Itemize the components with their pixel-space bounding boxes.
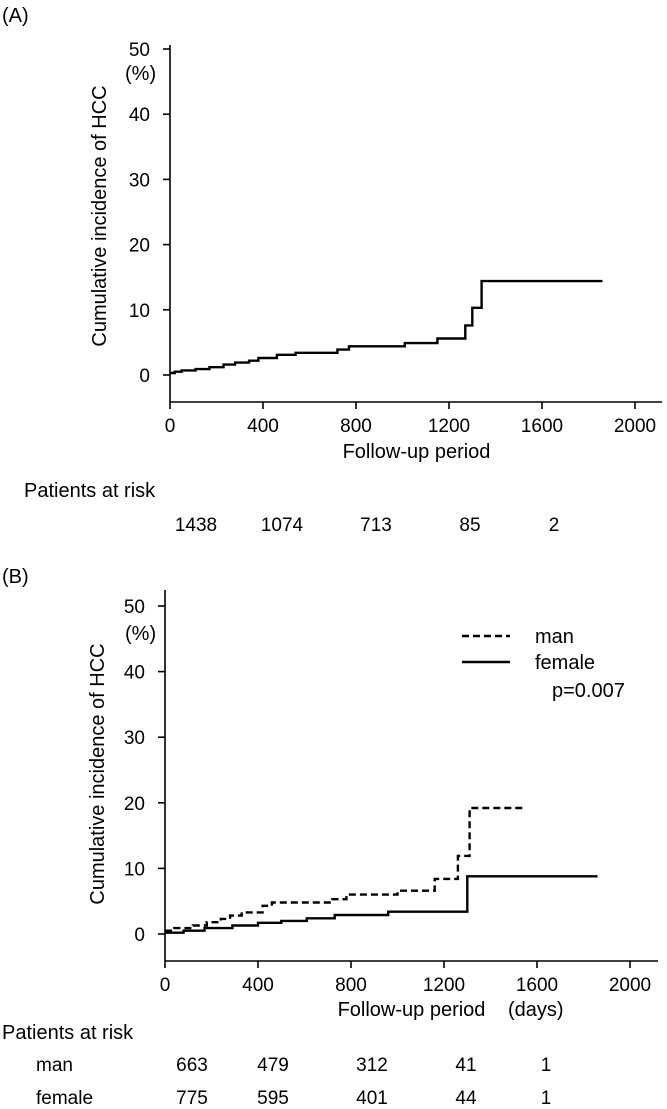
panel-label: (B) <box>2 566 29 588</box>
y-tick-label: 20 <box>129 236 150 257</box>
risk-count: 775 <box>176 1088 208 1109</box>
x-tick-label: 2000 <box>614 416 656 437</box>
y-tick-label: 30 <box>124 728 145 749</box>
risk-table: Patients at risk man 663 479 312 41 1 female 775… <box>2 1022 551 1109</box>
y-tick-label: 50 <box>124 597 145 618</box>
x-tick-label: 400 <box>247 416 279 437</box>
risk-count: 1074 <box>261 515 304 536</box>
legend: man female <box>462 626 595 674</box>
risk-row-label: man <box>36 1055 73 1076</box>
y-axis-unit: (%) <box>125 63 156 85</box>
y-tick-label: 10 <box>129 301 150 322</box>
x-tick-label: 0 <box>160 975 171 996</box>
risk-count: 2 <box>549 515 560 536</box>
x-tick-label: 1200 <box>423 975 465 996</box>
y-axis-unit: (%) <box>125 623 156 645</box>
y-axis-title: Cumulative incidence of HCC <box>87 643 109 904</box>
y-tick-label: 0 <box>134 925 145 946</box>
y-axis-title: Cumulative incidence of HCC <box>89 85 111 346</box>
series-line-overall <box>170 279 603 375</box>
risk-count: 85 <box>459 515 480 536</box>
y-tick-label: 50 <box>129 40 150 61</box>
p-value-annotation: p=0.007 <box>552 680 625 702</box>
y-tick-label: 0 <box>139 366 150 387</box>
y-tick-label: 40 <box>124 663 145 684</box>
legend-label-female: female <box>535 652 595 674</box>
series-line-female <box>165 875 598 934</box>
risk-count: 1 <box>541 1088 552 1109</box>
risk-count: 401 <box>356 1088 388 1109</box>
risk-table-title: Patients at risk <box>24 480 156 502</box>
risk-count: 713 <box>360 515 392 536</box>
y-tick-label: 10 <box>124 859 145 880</box>
x-axis-unit: (days) <box>508 999 564 1021</box>
risk-count: 312 <box>356 1055 388 1076</box>
series-line-man <box>165 806 526 932</box>
risk-count: 1 <box>541 1055 552 1076</box>
panel-label: (A) <box>2 5 29 27</box>
x-tick-label: 800 <box>335 975 367 996</box>
risk-count: 663 <box>176 1055 208 1076</box>
panel-a: (A) 0 10 20 30 40 50 0 400 800 1200 1600 2000 Cumulat… <box>2 5 662 536</box>
panel-b: (B) 0 10 20 30 40 50 0 400 800 1200 1600 2000 Cumulat… <box>2 566 658 1109</box>
x-axis-title: Follow-up period <box>343 441 491 463</box>
risk-count: 41 <box>455 1055 476 1076</box>
x-tick-label: 1600 <box>521 416 563 437</box>
x-tick-label: 1200 <box>428 416 470 437</box>
legend-label-man: man <box>535 626 574 648</box>
x-axis-title: Follow-up period <box>338 999 486 1021</box>
y-tick-label: 20 <box>124 794 145 815</box>
y-tick-label: 40 <box>129 105 150 126</box>
y-tick-label: 30 <box>129 170 150 191</box>
x-tick-label: 1600 <box>516 975 558 996</box>
x-tick-label: 800 <box>340 416 372 437</box>
risk-count: 1438 <box>175 515 217 536</box>
x-tick-label: 2000 <box>609 975 651 996</box>
risk-row-label: female <box>36 1088 93 1109</box>
risk-table: Patients at risk 1438 1074 713 85 2 <box>24 480 559 536</box>
risk-count: 595 <box>257 1088 289 1109</box>
x-tick-label: 0 <box>165 416 176 437</box>
risk-count: 479 <box>257 1055 289 1076</box>
risk-table-title: Patients at risk <box>2 1022 134 1044</box>
risk-count: 44 <box>455 1088 477 1109</box>
x-tick-label: 400 <box>242 975 274 996</box>
